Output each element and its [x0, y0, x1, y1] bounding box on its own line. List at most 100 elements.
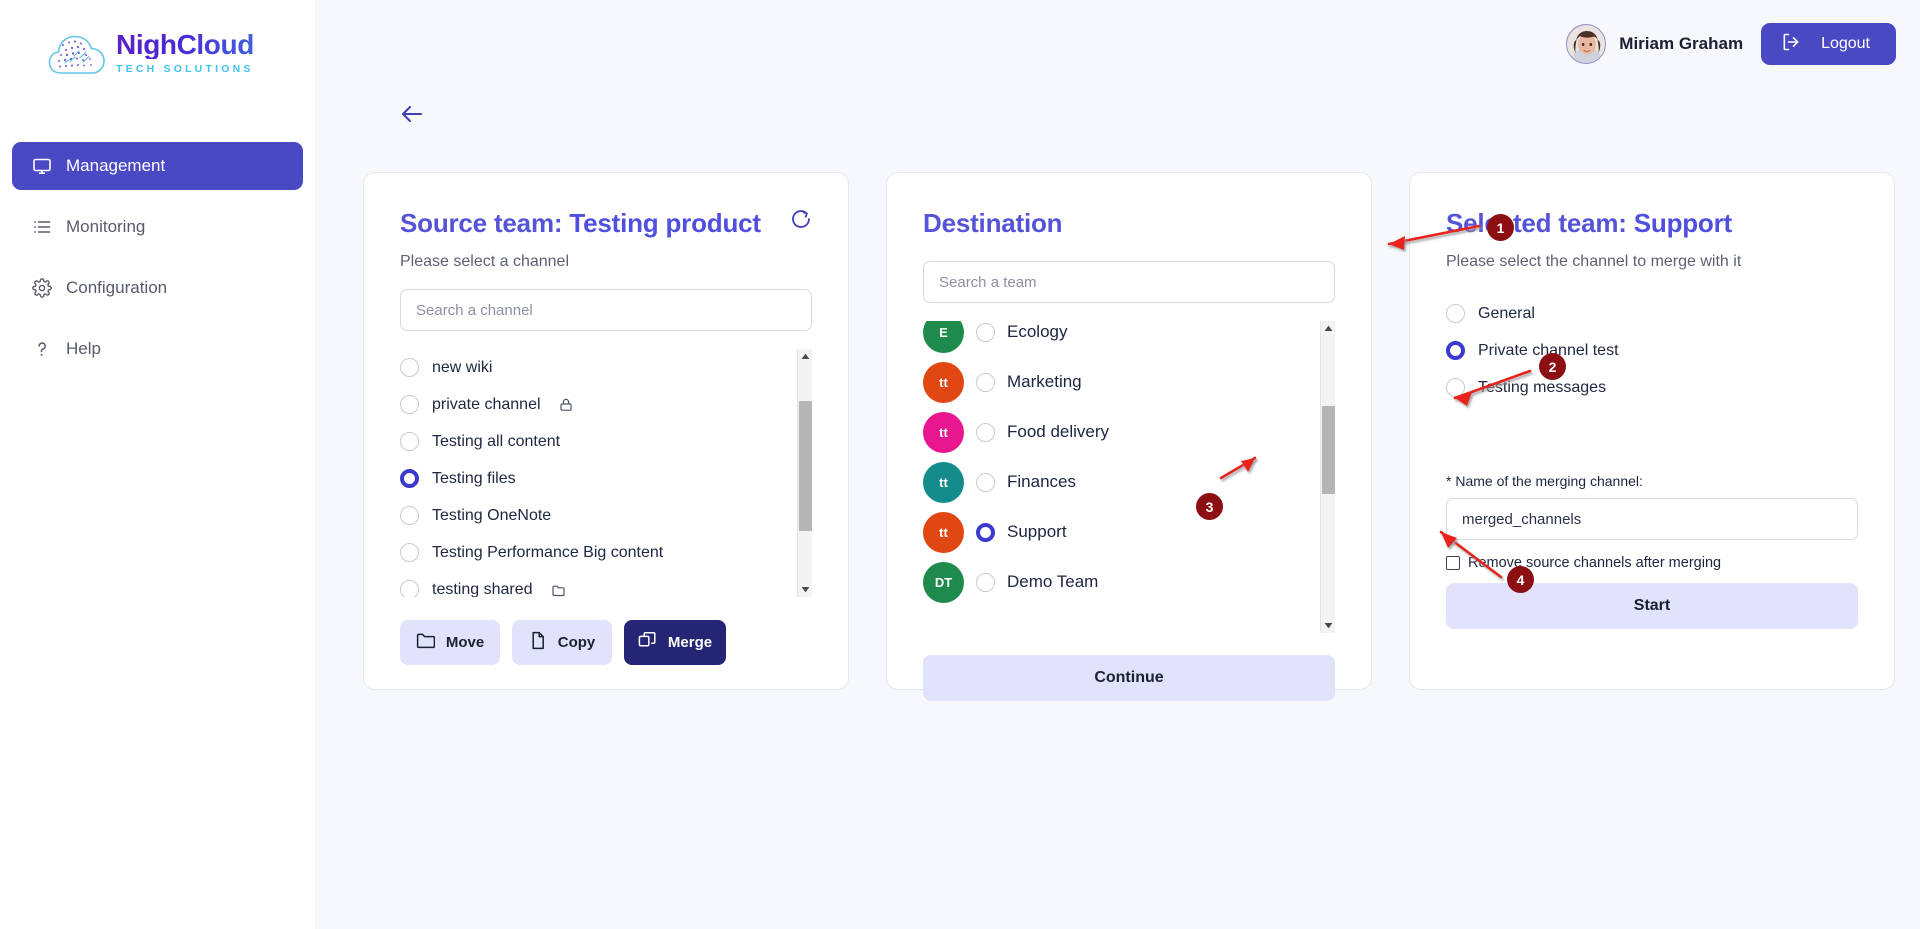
team-avatar: E	[923, 321, 964, 353]
annotation-badge-4: 4	[1507, 566, 1534, 593]
team-label: Demo Team	[1007, 572, 1099, 592]
team-row[interactable]: E Ecology	[923, 321, 1313, 357]
channel-row[interactable]: Testing files	[400, 460, 790, 497]
team-label: Food delivery	[1007, 422, 1110, 442]
team-radio[interactable]	[976, 372, 995, 392]
general-radio[interactable]	[1446, 304, 1465, 324]
team-radio-selected[interactable]	[976, 522, 995, 542]
merge-channel-row[interactable]: General	[1446, 295, 1858, 332]
team-row[interactable]: tt Food delivery	[923, 407, 1313, 457]
team-avatar: tt	[923, 461, 964, 503]
team-label: Marketing	[1007, 372, 1082, 392]
channel-radio-selected[interactable]	[400, 469, 419, 489]
channel-radio[interactable]	[400, 395, 419, 415]
sidebar-item-help[interactable]: Help	[12, 325, 303, 373]
sidebar-item-label: Monitoring	[66, 217, 146, 236]
channel-label: Testing all content	[432, 432, 561, 450]
team-row[interactable]: tt Marketing	[923, 357, 1313, 407]
copy-button[interactable]: Copy	[512, 620, 612, 665]
channel-radio[interactable]	[400, 543, 419, 563]
monitor-icon	[32, 156, 52, 176]
team-avatar: tt	[923, 361, 964, 403]
team-radio[interactable]	[976, 572, 995, 592]
team-list-wrap: E Ecology tt Marketing tt	[923, 321, 1336, 634]
channel-row[interactable]: testing shared	[400, 571, 790, 598]
channel-radio[interactable]	[400, 432, 419, 452]
team-row[interactable]: DT Demo Team	[923, 557, 1313, 607]
copy-page-icon	[529, 631, 547, 654]
question-icon	[32, 339, 52, 359]
team-row-selected[interactable]: tt Support	[923, 507, 1313, 557]
merge-channel-label: Testing messages	[1478, 378, 1607, 396]
team-list-scrollbar[interactable]	[1320, 321, 1336, 634]
channel-radio[interactable]	[400, 506, 419, 526]
team-avatar: tt	[923, 411, 964, 453]
team-radio[interactable]	[976, 422, 995, 442]
team-avatar: DT	[923, 561, 964, 603]
scroll-up-icon[interactable]	[798, 349, 813, 364]
channel-row[interactable]: new wiki	[400, 349, 790, 386]
remove-source-channels-checkbox[interactable]	[1446, 556, 1460, 570]
sidebar-item-monitoring[interactable]: Monitoring	[12, 203, 303, 251]
sidebar-item-label: Configuration	[66, 278, 168, 297]
merge-button[interactable]: Merge	[624, 620, 726, 665]
start-button[interactable]: Start	[1446, 583, 1858, 629]
team-radio[interactable]	[976, 322, 995, 342]
source-actions: Move Copy	[400, 620, 726, 665]
merge-channel-row-selected[interactable]: Private channel test	[1446, 332, 1858, 369]
sidebar-item-label: Management	[66, 156, 166, 175]
scroll-up-icon[interactable]	[1321, 321, 1336, 336]
remove-source-channels-row[interactable]: Remove source channels after merging	[1446, 555, 1858, 571]
logout-icon	[1781, 32, 1801, 57]
scroll-down-icon[interactable]	[1321, 618, 1336, 633]
search-channel-input[interactable]	[400, 289, 812, 332]
annotation-badge-1: 1	[1487, 214, 1514, 241]
sidebar-item-configuration[interactable]: Configuration	[12, 264, 303, 312]
brand-logo[interactable]: NighCloud TECH SOLUTIONS	[0, 0, 315, 76]
user-block[interactable]: Miriam Graham	[1566, 24, 1743, 64]
merging-channel-name-input[interactable]	[1446, 498, 1858, 540]
channel-row[interactable]: Testing all content	[400, 423, 790, 460]
channel-label: Testing files	[432, 469, 516, 487]
channel-row[interactable]: Testing Performance Big content	[400, 534, 790, 571]
channel-row[interactable]: Testing OneNote	[400, 497, 790, 534]
channel-label: private channel	[432, 395, 541, 413]
move-button[interactable]: Move	[400, 620, 500, 665]
folder-icon	[416, 632, 435, 653]
source-team-name: Testing product	[569, 208, 761, 238]
team-label: Finances	[1007, 472, 1076, 492]
source-team-card: Source team: Testing product Please sele…	[363, 172, 849, 690]
annotation-badge-2: 2	[1539, 353, 1566, 380]
top-header: Miriam Graham Logout	[315, 0, 1920, 88]
search-team-input[interactable]	[923, 261, 1335, 304]
source-channel-list-wrap: new wiki private channel	[400, 349, 813, 598]
merge-icon	[638, 631, 657, 654]
team-row[interactable]: tt Finances	[923, 457, 1313, 507]
cards-container: Source team: Testing product Please sele…	[363, 172, 1895, 702]
merge-channel-label: General	[1478, 304, 1535, 322]
refresh-icon	[789, 207, 813, 234]
refresh-button[interactable]	[786, 205, 816, 235]
channel-row[interactable]: private channel	[400, 386, 790, 423]
selected-team-name: Support	[1633, 208, 1732, 238]
source-list-scrollbar[interactable]	[797, 349, 813, 598]
team-radio[interactable]	[976, 472, 995, 492]
scrollbar-thumb[interactable]	[1322, 406, 1335, 495]
scroll-down-icon[interactable]	[798, 582, 813, 597]
selected-card-subtitle: Please select the channel to merge with …	[1446, 253, 1742, 271]
logout-button[interactable]: Logout	[1761, 23, 1896, 65]
testing-messages-radio[interactable]	[1446, 378, 1465, 398]
private-channel-test-radio[interactable]	[1446, 341, 1465, 361]
channel-label: Testing OneNote	[432, 506, 552, 524]
continue-button[interactable]: Continue	[923, 655, 1335, 702]
cloud-logo-icon	[48, 30, 106, 76]
scrollbar-thumb[interactable]	[799, 401, 812, 532]
merge-channel-row[interactable]: Testing messages	[1446, 369, 1858, 406]
merge-label: Merge	[667, 634, 713, 651]
sidebar-item-management[interactable]: Management	[12, 142, 303, 190]
channel-radio[interactable]	[400, 580, 419, 598]
channel-radio[interactable]	[400, 358, 419, 378]
back-button[interactable]	[395, 98, 429, 132]
merge-channel-label: Private channel test	[1478, 341, 1619, 359]
avatar	[1566, 24, 1607, 64]
